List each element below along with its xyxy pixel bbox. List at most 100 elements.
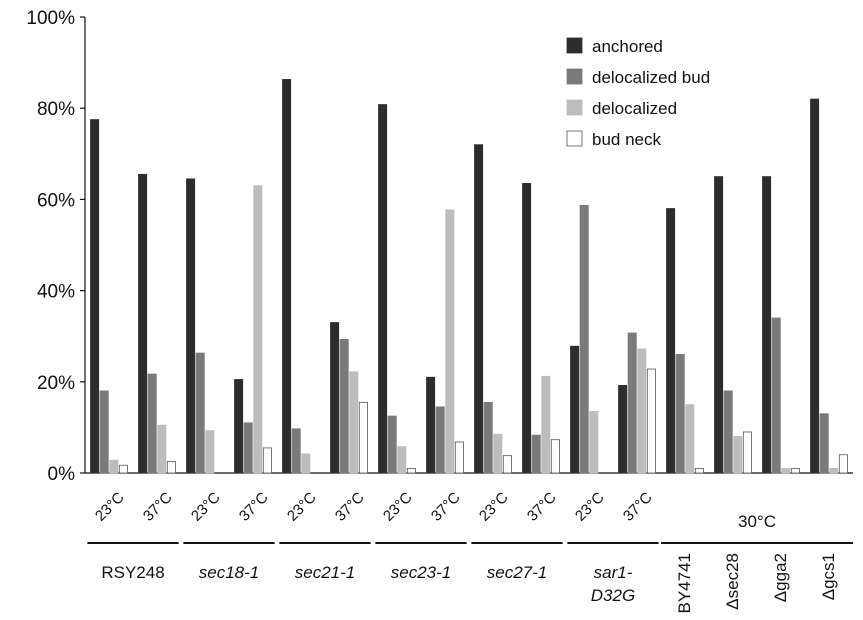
strain-label: BY4741: [675, 553, 694, 614]
y-tick-label: 20%: [37, 373, 75, 394]
x-tick-label: 23°C: [476, 489, 512, 525]
bar: [570, 345, 580, 474]
bar: [253, 185, 263, 474]
bar: [838, 454, 848, 474]
group-label: sec27-1: [487, 563, 547, 582]
bar: [90, 119, 100, 474]
x-tick-label: 37°C: [332, 489, 368, 525]
x-tick-label: 23°C: [188, 489, 224, 525]
legend-label: anchored: [592, 37, 663, 56]
y-tick-label: 40%: [37, 282, 75, 303]
bar: [742, 431, 752, 474]
strain-label: Δgcs1: [819, 553, 838, 600]
bar: [541, 375, 551, 474]
legend-swatch: [566, 68, 583, 85]
bar: [694, 468, 704, 474]
bar: [829, 468, 839, 474]
strain-label: Δsec28: [723, 553, 742, 610]
group-label: sec18-1: [199, 563, 259, 582]
bar: [522, 183, 532, 474]
bar: [282, 79, 292, 474]
x-tick-label: 23°C: [380, 489, 416, 525]
bar: [637, 348, 647, 474]
bar: [810, 98, 820, 474]
bar: [262, 447, 272, 474]
bar: [579, 204, 589, 474]
bar: [714, 176, 724, 474]
legend-label: delocalized bud: [592, 68, 710, 87]
bar: [627, 332, 637, 474]
bar: [445, 209, 455, 474]
bar: [205, 430, 215, 474]
bar: [243, 422, 253, 474]
bar: [493, 433, 503, 474]
x-tick-label: 37°C: [620, 489, 656, 525]
x-tick-label: 23°C: [284, 489, 320, 525]
bar: [790, 468, 800, 474]
bar: [819, 413, 829, 474]
bar: [301, 453, 311, 474]
legend-swatch: [566, 130, 583, 147]
bar: [675, 354, 685, 474]
bar: [666, 208, 676, 474]
group-label: sar1-: [594, 563, 633, 582]
bar: [781, 468, 791, 474]
x-tick-label: 37°C: [140, 489, 176, 525]
bar: [771, 317, 781, 474]
group-label: sec23-1: [391, 563, 451, 582]
bar: [166, 461, 176, 474]
temperature-group-label: 30°C: [738, 512, 776, 531]
group-label: sec21-1: [295, 563, 355, 582]
y-tick-label: 100%: [26, 8, 75, 29]
bar: [474, 144, 484, 474]
bar: [685, 404, 695, 474]
bar: [358, 401, 368, 474]
bar: [723, 390, 733, 474]
group-label: D32G: [591, 586, 635, 605]
bar: [349, 371, 359, 474]
x-tick-label: 23°C: [572, 489, 608, 525]
bar: [186, 178, 196, 474]
x-tick-label: 37°C: [236, 489, 272, 525]
group-label: RSY248: [101, 563, 164, 582]
bar: [195, 352, 205, 474]
bar: [589, 411, 599, 474]
bar: [157, 424, 167, 474]
bar: [426, 376, 436, 474]
strain-label: Δgga2: [771, 553, 790, 602]
x-tick-label: 23°C: [92, 489, 128, 525]
bar: [339, 338, 349, 474]
bar: [454, 441, 464, 474]
bar: [234, 379, 244, 474]
bar: [291, 428, 301, 474]
bar: [646, 368, 656, 474]
bar: [435, 406, 445, 474]
legend-label: delocalized: [592, 99, 677, 118]
bar: [483, 401, 493, 474]
y-tick-label: 60%: [37, 190, 75, 211]
bar: [618, 385, 628, 474]
legend-swatch: [566, 37, 583, 54]
bar: [502, 455, 512, 474]
bar: [406, 468, 416, 474]
bar: [330, 322, 340, 474]
x-tick-label: 37°C: [524, 489, 560, 525]
legend-label: bud neck: [592, 130, 661, 149]
bar: [762, 176, 772, 474]
y-tick-label: 0%: [48, 464, 76, 485]
bar: [531, 434, 541, 474]
bar: [118, 464, 128, 474]
x-tick-label: 37°C: [428, 489, 464, 525]
bar: [387, 415, 397, 474]
bar: [147, 373, 157, 474]
bar: [99, 390, 109, 474]
bar: [733, 436, 743, 474]
bar: [109, 459, 119, 474]
legend-swatch: [566, 99, 583, 116]
bar: [397, 446, 407, 474]
bar: [378, 104, 388, 474]
y-tick-label: 80%: [37, 99, 75, 120]
bar: [550, 439, 560, 474]
bar: [138, 173, 148, 474]
